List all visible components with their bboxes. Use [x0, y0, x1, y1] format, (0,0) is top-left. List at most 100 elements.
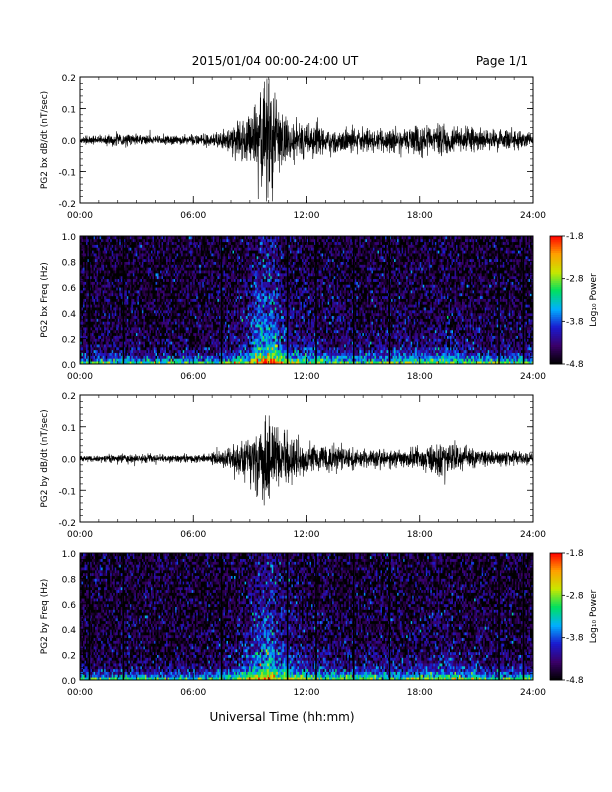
- spectrogram-cell: [86, 309, 88, 314]
- spectrogram-cell: [125, 261, 128, 265]
- spectrogram-cell: [107, 241, 110, 245]
- spectrogram-cell: [90, 315, 93, 319]
- spectrogram-cell: [87, 315, 90, 319]
- spectrogram-cell: [80, 361, 82, 365]
- spectrogram-cell: [163, 238, 165, 243]
- spectrogram-cell: [135, 315, 138, 319]
- spectrogram-cell: [111, 267, 114, 271]
- spectrogram-cell: [146, 261, 149, 265]
- spectrogram-cell: [93, 346, 96, 351]
- spectrogram-cell: [95, 236, 98, 240]
- spectrogram-cell: [114, 341, 117, 345]
- spectrogram-cell: [108, 344, 111, 348]
- spectrogram-cell: [134, 321, 137, 325]
- spectrogram-cell: [98, 332, 101, 336]
- spectrogram-cell: [128, 284, 131, 288]
- spectrogram-cell: [113, 244, 116, 248]
- spectrogram-cell: [126, 335, 129, 339]
- spectrogram-cell: [114, 275, 117, 280]
- spectrogram-cell: [137, 335, 140, 339]
- spectrogram-cell: [93, 321, 96, 325]
- spectrogram-cell: [153, 315, 156, 319]
- spectrogram-cell: [96, 261, 99, 265]
- spectrogram-cell: [129, 241, 132, 245]
- spectrogram-cell: [134, 301, 137, 305]
- spectrogram-cell: [131, 290, 134, 294]
- spectrogram-cell: [116, 281, 119, 285]
- spectrogram-cell: [123, 335, 126, 339]
- spectrogram-cell: [125, 335, 128, 339]
- spectrogram-cell: [93, 301, 96, 305]
- spectrogram-cell: [123, 238, 126, 243]
- spectrogram-cell: [137, 241, 140, 245]
- spectrogram-cell: [98, 355, 101, 359]
- spectrogram-cell: [153, 338, 156, 342]
- spectrogram-cell: [161, 361, 164, 365]
- spectrogram-cell: [129, 335, 132, 339]
- spectrogram-cell: [119, 335, 122, 339]
- spectrogram-cell: [128, 318, 131, 322]
- spectrogram-cell: [81, 338, 84, 342]
- spectrogram-cell: [108, 290, 111, 294]
- spectrogram-cell: [129, 327, 132, 331]
- spectrogram-cell: [98, 341, 101, 345]
- spectrogram-cell: [160, 318, 162, 322]
- spectrogram-cell: [143, 324, 146, 328]
- spectrogram-cell: [105, 255, 108, 260]
- spectrogram-cell: [86, 335, 88, 339]
- panels: 0.20.10.0-0.1-0.200:00 06:00 12:00 18:00 24:…: [40, 74, 599, 698]
- spectrogram-cell: [155, 332, 158, 336]
- spectrogram-cell: [105, 281, 108, 285]
- spectrogram-cell: [137, 244, 140, 248]
- spectrogram-cell: [114, 272, 117, 277]
- spectrogram-cell: [99, 290, 102, 294]
- spectrogram-cell: [93, 238, 96, 243]
- spectrogram-cell: [120, 290, 123, 294]
- spectrogram-cell: [134, 332, 137, 336]
- spectrogram-cell: [138, 301, 141, 305]
- spectrogram-cell: [141, 329, 144, 334]
- spectrogram-cell: [110, 255, 113, 260]
- spectrogram-cell: [163, 304, 165, 308]
- spectrogram-cell: [105, 312, 108, 317]
- spectrogram-cell: [108, 315, 111, 319]
- spectrogram-cell: [120, 267, 123, 271]
- spectrogram-cell: [155, 255, 158, 260]
- spectrogram-cell: [87, 332, 90, 336]
- spectrogram-cell: [138, 321, 141, 325]
- spectrogram-cell: [113, 255, 116, 260]
- spectrogram-cell: [129, 301, 132, 305]
- spectrogram-cell: [108, 287, 111, 291]
- spectrogram-cell: [86, 361, 88, 365]
- spectrogram-cell: [90, 309, 93, 314]
- spectrogram-cell: [81, 352, 84, 356]
- spectrogram-cell: [132, 236, 135, 240]
- spectrogram-cell: [86, 278, 88, 282]
- spectrogram-cell: [104, 361, 107, 365]
- spectrogram-cell: [113, 264, 116, 268]
- spectrogram-cell: [120, 275, 123, 280]
- spectrogram-cell: [99, 301, 102, 305]
- spectrogram-cell: [135, 352, 138, 356]
- spectrogram-cell: [129, 272, 132, 277]
- spectrogram-cell: [149, 315, 152, 319]
- spectrogram-cell: [113, 352, 116, 356]
- spectrogram-cell: [129, 261, 132, 265]
- spectrogram-cell: [93, 352, 96, 356]
- spectrogram-cell: [155, 250, 158, 254]
- spectrogram-cell: [146, 318, 149, 322]
- spectrogram-cell: [123, 290, 126, 294]
- spectrogram-cell: [129, 318, 132, 322]
- spectrogram-cell: [111, 290, 114, 294]
- spectrogram-cell: [129, 244, 132, 248]
- spectrogram-cell: [128, 275, 131, 280]
- spectrogram-cell: [167, 355, 170, 359]
- spectrogram-cell: [137, 352, 140, 356]
- spectrogram-cell: [107, 324, 110, 328]
- spectrogram-cell: [113, 355, 116, 359]
- spectrogram-cell: [81, 361, 84, 365]
- spectrogram-cell: [146, 290, 149, 294]
- spectrogram-cell: [152, 247, 155, 251]
- spectrogram-cell: [90, 284, 93, 288]
- spectrogram-cell: [84, 329, 87, 334]
